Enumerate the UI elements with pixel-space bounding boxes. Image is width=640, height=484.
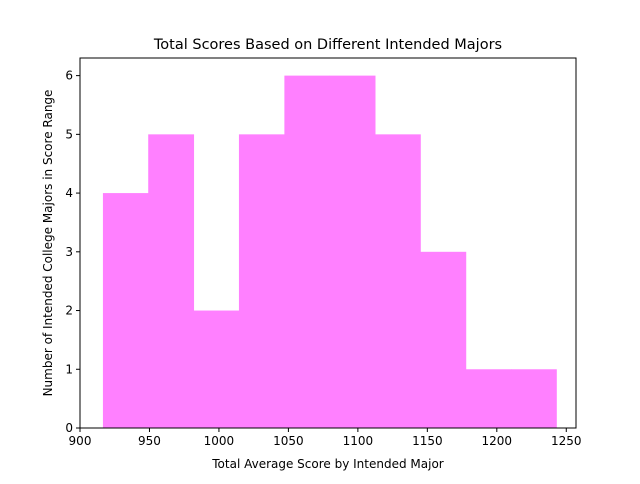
histogram-bar-5 xyxy=(329,75,376,428)
histogram-bar-1 xyxy=(148,134,195,428)
y-axis-label: Number of Intended College Majors in Sco… xyxy=(41,90,55,397)
histogram-bar-7 xyxy=(420,251,467,428)
chart-title: Total Scores Based on Different Intended… xyxy=(153,37,502,53)
histogram-bar-2 xyxy=(193,310,240,428)
x-tick-label-1: 950 xyxy=(138,434,161,448)
plot-frame xyxy=(79,57,577,429)
histogram-bar-8 xyxy=(465,369,512,428)
y-tick-label-1: 1 xyxy=(65,362,73,376)
histogram-bar-4 xyxy=(284,75,331,428)
x-tick-label-6: 1200 xyxy=(482,434,513,448)
y-tick-label-3: 3 xyxy=(65,245,73,259)
x-axis-ticks: 900 950 1000 1050 1100 1150 1200 1250 xyxy=(69,428,582,448)
y-tick-label-2: 2 xyxy=(65,304,73,318)
bars-layer xyxy=(102,75,557,428)
x-tick-label-4: 1100 xyxy=(343,434,374,448)
histogram-bar-9 xyxy=(511,369,557,428)
y-axis-ticks: 0 1 2 3 4 5 6 xyxy=(65,69,80,435)
y-tick-label-6: 6 xyxy=(65,69,73,83)
x-tick-label-3: 1050 xyxy=(273,434,304,448)
x-axis-label: Total Average Score by Intended Major xyxy=(211,457,444,471)
histogram-bar-3 xyxy=(238,134,285,428)
x-tick-label-5: 1150 xyxy=(412,434,443,448)
x-tick-label-0: 900 xyxy=(69,434,92,448)
x-tick-label-7: 1250 xyxy=(551,434,582,448)
y-tick-label-4: 4 xyxy=(65,186,73,200)
y-tick-label-0: 0 xyxy=(65,421,73,435)
x-tick-label-2: 1000 xyxy=(204,434,235,448)
y-tick-label-5: 5 xyxy=(65,127,73,141)
histogram-bar-0 xyxy=(102,193,149,428)
histogram-bar-6 xyxy=(375,134,421,428)
